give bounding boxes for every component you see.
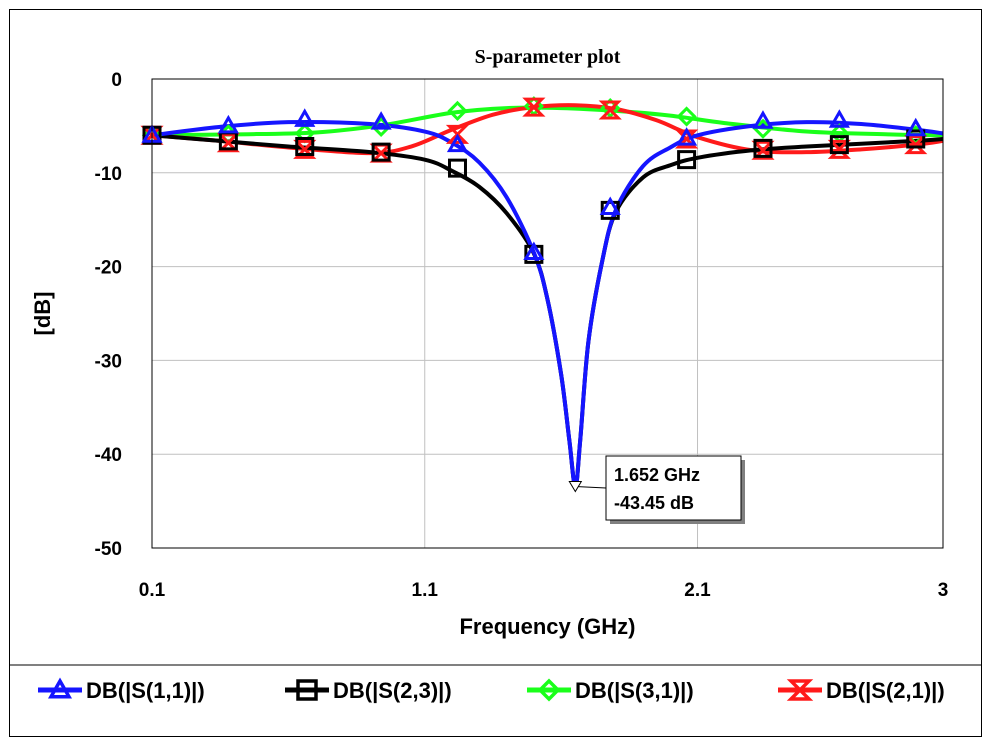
legend-marker-1: [47, 677, 73, 699]
grid-lines: [152, 79, 943, 548]
legend-label-4: DB(|S(2,1)|): [826, 678, 945, 703]
series-4-marker: [598, 100, 622, 120]
y-tick-label: -20: [95, 258, 122, 279]
series-1-marker: [828, 109, 850, 128]
series-1-marker: [676, 127, 698, 146]
y-tick-label: 0: [111, 70, 122, 91]
legend-label-2: DB(|S(2,3)|): [333, 678, 452, 703]
series-2-marker: [906, 129, 926, 149]
chart-frame: 0 -10 -20 -30 -40 -50 0.1 1.1 2.1 3 S-parameter p…: [9, 9, 982, 737]
y-tick-label: -50: [95, 539, 122, 560]
series-1-marker: [370, 111, 392, 130]
x-axis-title: Frequency (GHz): [459, 614, 635, 639]
annotation-point-triangle: [568, 481, 583, 493]
series-2-marker: [677, 150, 697, 170]
series-2-marker: [371, 142, 391, 162]
series-2-marker: [142, 125, 162, 145]
legend-marker-3: [537, 678, 561, 702]
series-line-1: [152, 120, 943, 489]
legend-marker-4: [786, 679, 814, 701]
series-4-marker: [522, 97, 546, 117]
marker-annotation: 1.652 GHz -43.45 dB: [568, 455, 745, 524]
series-1-marker: [905, 117, 927, 137]
series-4-marker: [751, 140, 775, 160]
series-lines: [152, 103, 943, 489]
series-3-marker: [447, 100, 468, 122]
y-axis-title: [dB]: [30, 292, 55, 336]
s-parameter-chart: 0 -10 -20 -30 -40 -50 0.1 1.1 2.1 3 S-parameter p…: [10, 46, 981, 703]
series-4-marker: [216, 133, 240, 153]
series-1-marker: [294, 108, 316, 127]
series-1-marker: [446, 133, 469, 153]
x-tick-label: 0.1: [139, 580, 166, 601]
series-1-marker: [523, 241, 545, 261]
series-1-marker: [217, 114, 239, 134]
y-tick-label: -30: [95, 351, 122, 372]
series-3-marker: [676, 106, 697, 127]
plot-area-border: [151, 78, 944, 549]
annotation-leader-line: [575, 486, 607, 489]
series-markers: [140, 96, 928, 264]
series-4-marker: [674, 129, 699, 149]
series-1-marker: [752, 110, 774, 129]
series-line-2: [152, 133, 943, 489]
legend-marker-2: [296, 679, 318, 701]
series-2-marker: [829, 135, 849, 155]
x-tick-label: 2.1: [684, 580, 711, 601]
series-2-marker: [447, 158, 467, 178]
legend-label-1: DB(|S(1,1)|): [86, 678, 205, 703]
annotation-box: [605, 455, 742, 521]
series-2-marker: [753, 138, 773, 158]
series-4-marker: [293, 139, 317, 159]
annotation-frequency: 1.652 GHz: [614, 465, 700, 485]
y-tick-label: -40: [95, 445, 122, 466]
x-tick-label: 3: [938, 580, 949, 601]
series-1-marker: [599, 196, 621, 216]
series-2-marker: [295, 137, 315, 157]
x-tick-label: 1.1: [412, 580, 439, 601]
legend-label-3: DB(|S(3,1)|): [575, 678, 694, 703]
chart-title: S-parameter plot: [475, 46, 621, 68]
series-4-marker: [445, 124, 470, 144]
y-tick-label: -10: [95, 164, 122, 185]
tick-labels: 0 -10 -20 -30 -40 -50 0.1 1.1 2.1 3: [95, 70, 949, 601]
legend: DB(|S(1,1)|) DB(|S(2,3)|) DB(|S(3,1)|) DB(|…: [38, 677, 945, 703]
series-line-3: [152, 105, 943, 138]
annotation-magnitude: -43.45 dB: [614, 493, 694, 513]
